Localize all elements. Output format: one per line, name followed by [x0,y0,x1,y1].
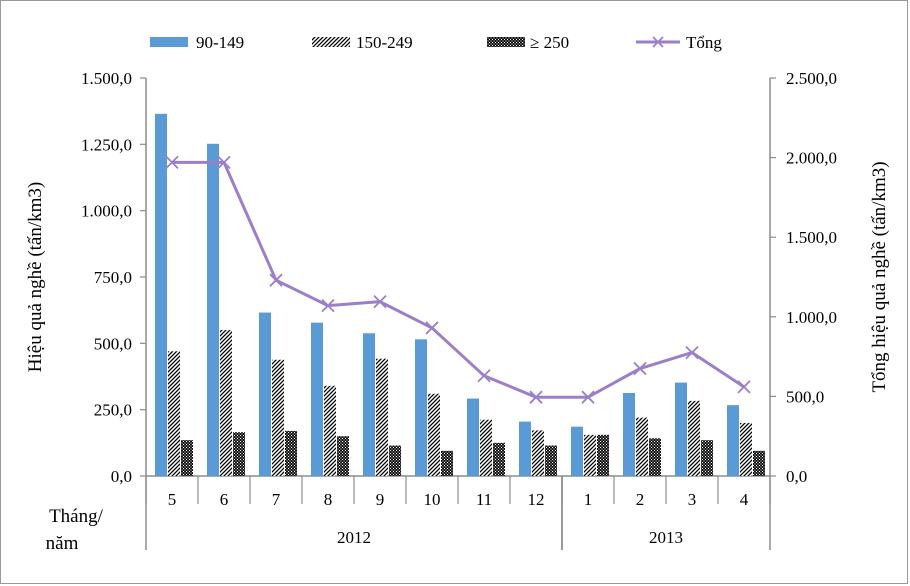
bar-solid-3 [675,382,687,476]
bar-solid-2 [623,392,635,476]
total-line-marker [321,299,335,313]
left-tick-label: 750,0 [94,268,132,287]
bar-dense-5 [181,440,193,476]
bar-solid-8 [311,322,323,476]
bar-diagonal-11 [480,419,492,476]
left-axis-title: Hiệu quả nghề (tấn/km3) [25,182,46,372]
group-label-2013: 2013 [649,528,683,547]
right-tick-label: 0,0 [786,467,807,486]
bar-dense-3 [701,440,713,476]
bar-diagonal-1 [584,434,596,476]
left-tick-label: 1.500,0 [81,69,132,88]
right-axis-title: Tổng hiệu quả nghề (tấn/km3) [869,161,890,392]
bar-solid-12 [519,421,531,476]
bar-dense-2 [649,438,661,476]
bar-diagonal-8 [324,385,336,476]
group-label-2012: 2012 [337,528,371,547]
total-line [165,155,751,404]
total-line-path [172,160,745,399]
category-axis-title-line1: Tháng/ [49,506,104,527]
bar-solid-10 [415,339,427,476]
bar-dense-12 [545,445,557,476]
legend-swatch-marker [652,36,664,48]
legend-label: 150-249 [356,33,413,52]
left-tick-label: 1.250,0 [81,135,132,154]
right-tick-label: 2.000,0 [786,149,837,168]
category-label: 6 [220,490,229,509]
total-line-marker [529,390,543,404]
category-label: 1 [584,490,593,509]
category-label: 4 [740,490,749,509]
category-label: 10 [424,490,441,509]
right-tick-label: 1.000,0 [786,308,837,327]
legend-swatch-diagonal [312,37,350,47]
left-tick-label: 250,0 [94,401,132,420]
bar-dense-4 [753,450,765,476]
left-tick-label: 1.000,0 [81,202,132,221]
bar-dense-6 [233,432,245,476]
bars [155,113,765,476]
legend-swatch-solid [150,37,188,47]
category-label: 2 [636,490,645,509]
bar-diagonal-4 [740,422,752,476]
legend-label: ≥ 250 [530,33,569,52]
axes [140,77,776,550]
labels: 0,0 250,0 500,0 750,0 1.000,0 1.250,0 1.500,0 0… [25,69,890,554]
right-tick-label: 2.500,0 [786,69,837,88]
legend-label: Tổng [686,33,722,52]
legend-swatch-dense [487,37,525,47]
total-line-marker [737,380,751,394]
category-axis-title-line2: năm [46,533,79,554]
bar-dense-10 [441,450,453,476]
total-line-marker [685,345,699,360]
bar-diagonal-10 [428,393,440,476]
category-label: 12 [528,490,545,509]
bar-diagonal-9 [376,358,388,476]
category-label: 7 [272,490,281,509]
right-tick-label: 500,0 [786,387,824,406]
total-line-marker [269,273,283,287]
bar-solid-7 [259,312,271,476]
bar-solid-1 [571,426,583,476]
bar-diagonal-5 [168,351,180,476]
total-line-marker [581,390,595,404]
bar-dense-9 [389,445,401,476]
category-label: 5 [168,490,177,509]
bar-solid-4 [727,405,739,476]
total-line-marker [425,321,439,335]
bar-solid-6 [207,143,219,476]
bar-solid-5 [155,113,167,476]
bar-dense-11 [493,442,505,476]
bar-diagonal-7 [272,359,284,476]
legend-label: 90-149 [196,33,244,52]
bar-diagonal-12 [532,430,544,476]
right-tick-label: 1.500,0 [786,228,837,247]
category-label: 3 [688,490,697,509]
category-label: 8 [324,490,333,509]
total-line-marker [633,361,647,376]
bar-diagonal-2 [636,417,648,476]
legend: 90-149 150-249 ≥ 250 Tổng [150,33,722,52]
bar-dense-1 [597,434,609,476]
category-label: 11 [476,490,492,509]
total-line-marker [477,369,491,383]
total-line-marker [165,155,179,170]
bar-dense-8 [337,436,349,476]
total-line-marker [217,155,231,170]
bar-diagonal-6 [220,330,232,476]
bar-solid-11 [467,398,479,476]
bar-dense-7 [285,430,297,476]
category-label: 9 [376,490,385,509]
bar-solid-9 [363,333,375,476]
bar-diagonal-3 [688,400,700,476]
total-line-marker [373,295,387,309]
left-tick-label: 0,0 [111,467,132,486]
left-tick-label: 500,0 [94,334,132,353]
